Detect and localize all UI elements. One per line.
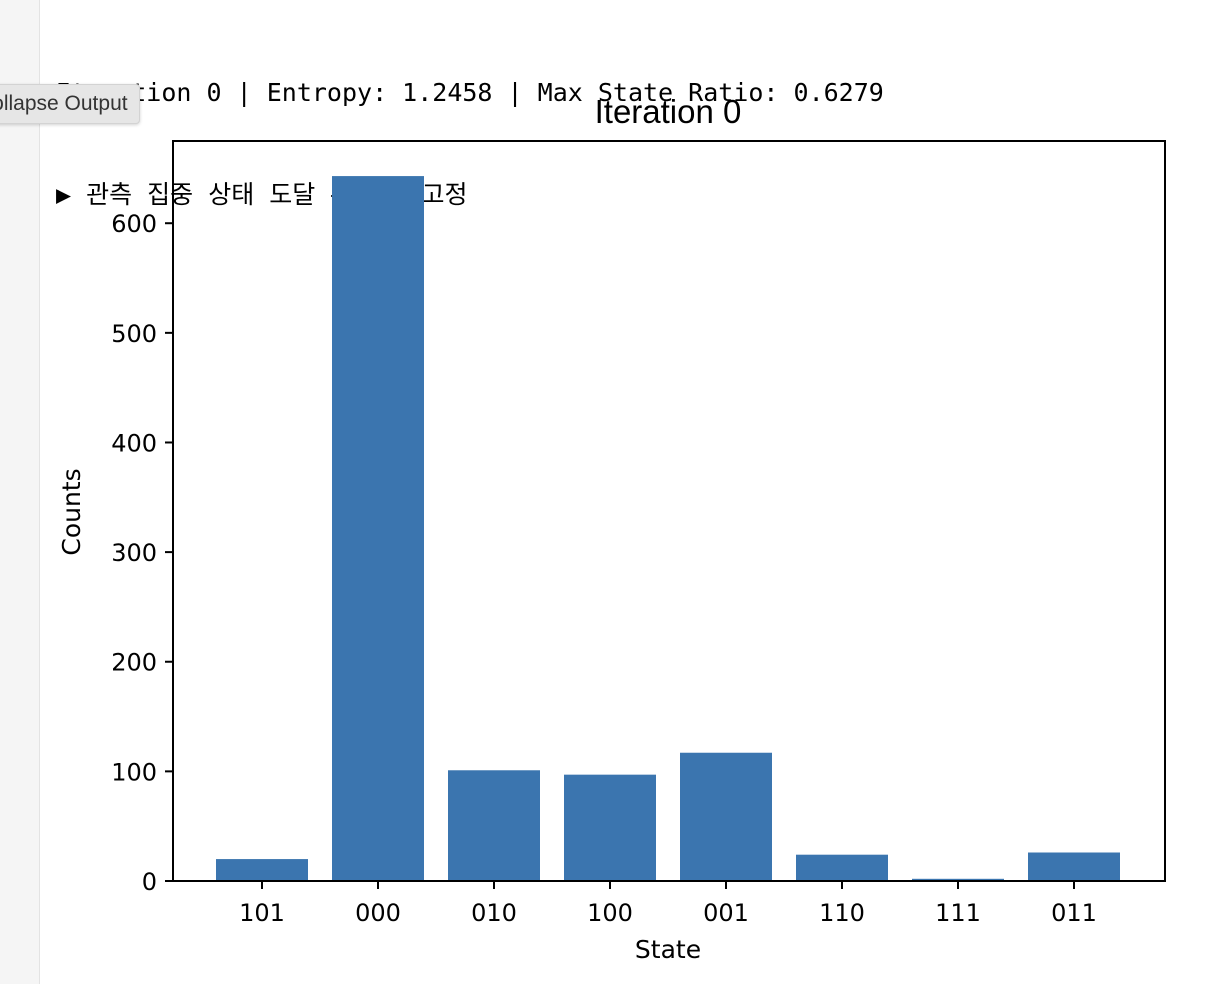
plot-frame [172,140,1166,882]
y-axis-label: Counts [57,468,86,555]
bar-101 [216,859,308,881]
x-tick-label: 101 [239,899,285,927]
x-tick-label: 100 [587,899,633,927]
bar-011 [1028,852,1120,881]
chart-title: Iteration 0 [595,93,742,130]
x-tick-label: 001 [703,899,749,927]
x-tick-label: 011 [1051,899,1097,927]
x-axis-label: State [635,935,701,964]
bar-001 [680,752,772,881]
bar-110 [796,854,888,881]
y-tick-label: 400 [111,429,157,457]
y-tick-label: 0 [142,868,157,896]
cell-gutter[interactable] [0,0,40,984]
x-tick-label: 010 [471,899,517,927]
x-tick-label: 000 [355,899,401,927]
y-tick-label: 100 [111,758,157,786]
y-tick-label: 300 [111,539,157,567]
collapse-output-tooltip: Collapse Output [0,84,140,124]
bar-100 [564,774,656,881]
bar-111 [912,878,1004,881]
x-tick-label: 111 [935,899,981,927]
y-tick-label: 600 [111,210,157,238]
x-tick-label: 110 [819,899,865,927]
y-tick-label: 500 [111,320,157,348]
bar-000 [332,176,424,881]
bar-010 [448,770,540,881]
y-tick-label: 200 [111,649,157,677]
